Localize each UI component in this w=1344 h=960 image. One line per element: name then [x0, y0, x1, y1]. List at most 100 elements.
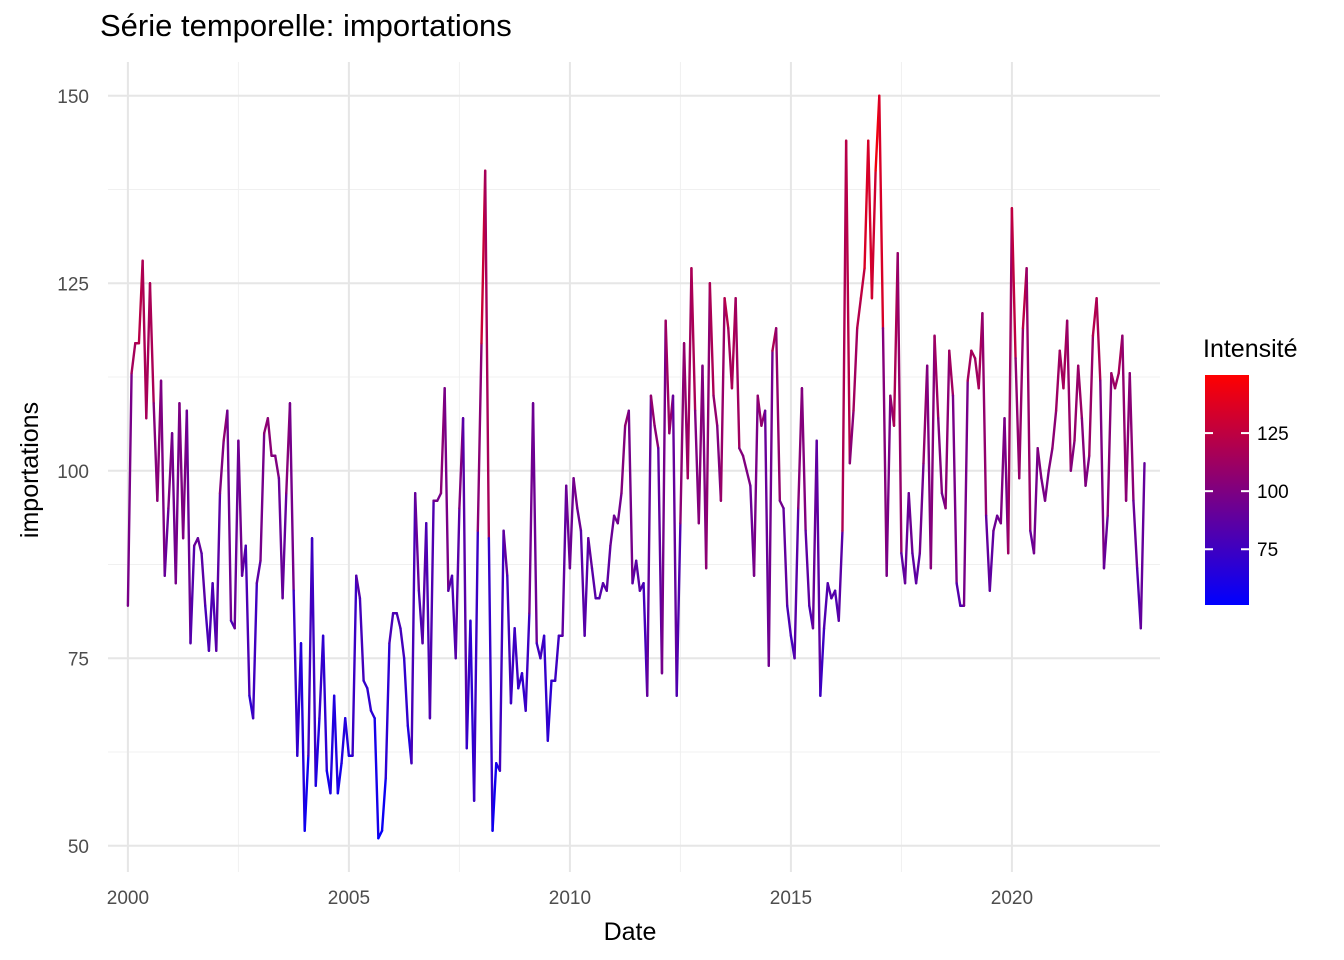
- series-segment: [314, 717, 321, 787]
- series-segment: [561, 484, 568, 637]
- series-segment: [1043, 469, 1050, 502]
- series-segment: [196, 537, 203, 555]
- series-segment: [620, 424, 627, 495]
- series-segment: [579, 529, 586, 637]
- series-segment: [756, 394, 763, 427]
- series-segment: [686, 267, 693, 480]
- legend-break-label: 100: [1257, 482, 1289, 503]
- series-segment: [1073, 364, 1080, 442]
- series-segment: [992, 514, 999, 532]
- series-segment: [1099, 379, 1106, 570]
- series-segment: [399, 627, 406, 660]
- series-segment: [380, 777, 387, 832]
- series-segment: [189, 544, 196, 645]
- grid-major: [108, 62, 1160, 872]
- series-segment: [174, 402, 181, 585]
- legend-title: Intensité: [1203, 335, 1298, 363]
- series-segment: [1054, 349, 1061, 412]
- series-segment: [583, 537, 590, 637]
- series-segment: [962, 379, 969, 607]
- series-segment: [126, 372, 133, 607]
- series-segment: [1124, 372, 1131, 502]
- series-segment: [362, 679, 369, 690]
- series-segment: [859, 267, 866, 300]
- series-segment: [1007, 207, 1014, 555]
- series-segment: [741, 454, 748, 472]
- x-tick-label: 2000: [107, 888, 149, 909]
- series-segment: [837, 529, 844, 622]
- color-legend: Intensité 75 100 125: [1203, 335, 1298, 605]
- series-segment: [774, 327, 782, 502]
- series-segment: [233, 439, 240, 630]
- series-segment: [1121, 334, 1128, 502]
- series-segment: [822, 582, 829, 630]
- series-segment: [207, 582, 214, 652]
- series-segment: [277, 477, 284, 600]
- series-segment: [1095, 297, 1102, 382]
- series-segment: [351, 574, 358, 757]
- series-segment: [844, 139, 852, 465]
- series-segment: [1139, 462, 1146, 630]
- series-segment: [546, 679, 553, 742]
- series-segment: [752, 394, 759, 577]
- series-segment: [329, 694, 336, 795]
- series-segment: [384, 642, 391, 780]
- y-tick-label: 75: [68, 649, 89, 670]
- series-segment: [218, 439, 225, 495]
- series-segment: [690, 267, 697, 412]
- series-segment: [734, 297, 741, 450]
- series-segment: [509, 627, 516, 705]
- series-segment: [815, 439, 822, 697]
- series-segment: [646, 394, 653, 697]
- series-segment: [340, 717, 347, 765]
- series-segment: [896, 252, 903, 555]
- series-segment: [388, 612, 395, 645]
- series-segment: [130, 342, 137, 375]
- series-segment: [855, 297, 863, 330]
- series-segment: [719, 297, 726, 502]
- series-segment: [476, 342, 483, 532]
- series-segment: [576, 507, 583, 532]
- series-segment: [914, 552, 922, 585]
- series-segment: [288, 402, 295, 592]
- series-segment: [303, 754, 310, 832]
- series-segment: [358, 597, 365, 682]
- y-tick-label: 150: [57, 87, 89, 108]
- series-segment: [483, 169, 491, 540]
- series-segment: [981, 312, 988, 517]
- series-segment: [841, 139, 848, 532]
- series-segment: [738, 447, 745, 457]
- series-segment: [531, 402, 538, 645]
- x-axis-ticks: 2000 2005 2010 2015 2020: [107, 888, 1033, 909]
- series-segment: [502, 529, 509, 577]
- series-segment: [793, 507, 800, 660]
- series-segment: [988, 529, 995, 592]
- series-segment: [369, 709, 376, 720]
- series-segment: [524, 612, 531, 712]
- series-segment: [826, 582, 833, 600]
- series-segment: [870, 169, 877, 300]
- series-segment: [148, 282, 155, 405]
- x-tick-label: 2020: [991, 888, 1033, 909]
- series-segment: [281, 492, 288, 600]
- series-segment: [955, 582, 962, 607]
- series-segment: [237, 439, 244, 577]
- series-segment: [948, 349, 955, 397]
- series-segment: [804, 529, 811, 607]
- series-segment: [336, 762, 343, 795]
- series-segment: [970, 349, 977, 360]
- series-segment: [634, 559, 642, 592]
- series-segment: [918, 462, 925, 555]
- series-segment: [867, 139, 874, 300]
- series-segment: [145, 282, 152, 420]
- series-segment: [572, 477, 579, 510]
- series-segment: [800, 387, 807, 532]
- series-segment: [163, 507, 170, 577]
- series-line: [126, 94, 1146, 840]
- series-segment: [1106, 372, 1113, 517]
- series-segment: [259, 432, 266, 562]
- series-segment: [141, 259, 148, 420]
- series-segment: [1102, 514, 1109, 570]
- series-segment: [366, 687, 373, 712]
